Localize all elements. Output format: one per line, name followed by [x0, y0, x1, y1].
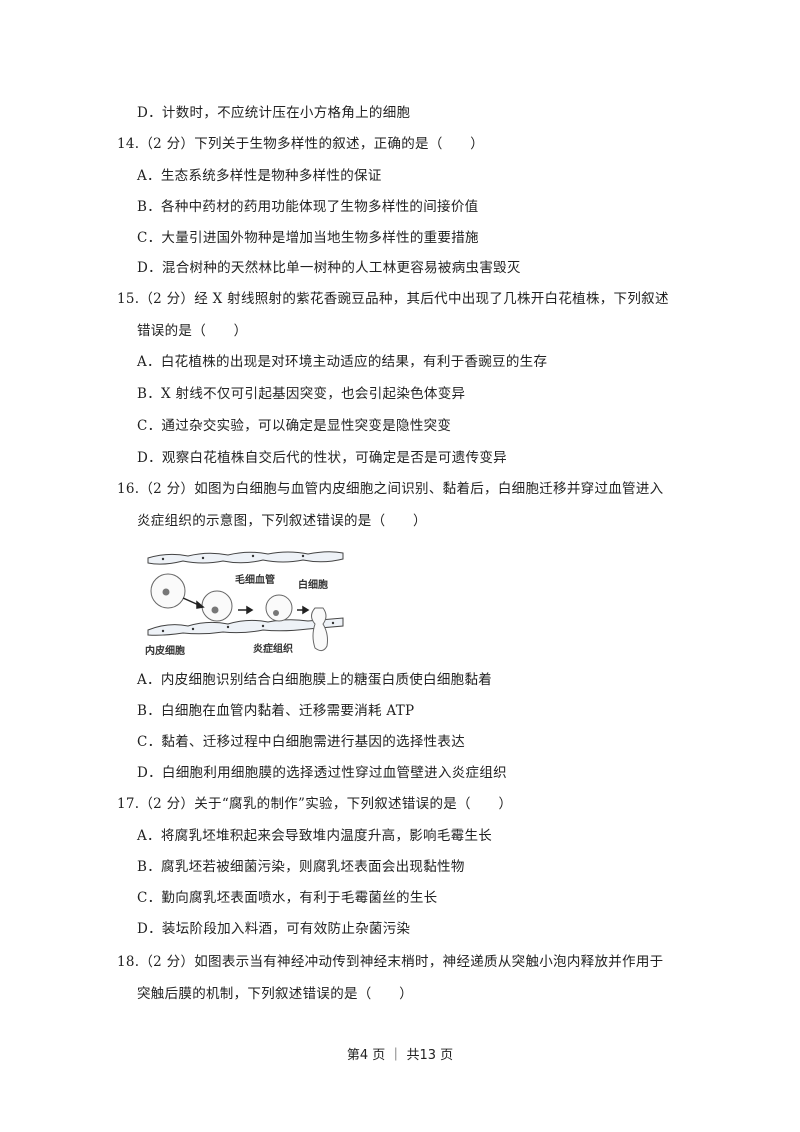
page-footer: 第4 页 ｜ 共13 页: [346, 1048, 454, 1063]
answer-option: D．混合树种的天然林比单一树种的人工林更容易被病虫害毁灭: [137, 260, 521, 276]
label-capillary: 毛细血管: [235, 573, 275, 586]
label-endothelial: 内皮细胞: [145, 644, 185, 657]
answer-option: A．将腐乳坯堆积起来会导致堆内温度升高，影响毛霉生长: [137, 828, 493, 844]
leukocyte-migration-figure: 毛细血管 白细胞 内皮细胞 炎症组织: [145, 551, 344, 657]
leukocyte-cells: [150, 573, 328, 652]
question-stem: 17.（2 分）关于“腐乳的制作”实验，下列叙述错误的是（ ）: [117, 796, 513, 812]
answer-option: B．腐乳坯若被细菌污染，则腐乳坯表面会出现黏性物: [137, 859, 465, 875]
question-stem: 16.（2 分）如图为白细胞与血管内皮细胞之间识别、黏着后，白细胞迁移并穿过血管…: [117, 481, 664, 497]
answer-option: C．黏着、迁移过程中白细胞需进行基因的选择性表达: [137, 734, 466, 750]
answer-option: A．内皮细胞识别结合白细胞膜上的糖蛋白质使白细胞黏着: [137, 672, 493, 688]
arrows: [182, 597, 310, 615]
upper-vessel-wall: [147, 551, 344, 565]
label-leukocyte: 白细胞: [298, 578, 328, 591]
question-stem-continued: 错误的是（ ）: [137, 323, 248, 339]
answer-option: D．观察白花植株自交后代的性状，可确定是否是可遗传变异: [137, 450, 507, 466]
question-stem-continued: 突触后膜的机制，下列叙述错误的是（ ）: [137, 986, 413, 1002]
answer-option: D．装坛阶段加入料酒，可有效防止杂菌污染: [137, 921, 411, 937]
label-inflamed-tissue: 炎症组织: [253, 642, 293, 655]
answer-option: B．各种中药材的药用功能体现了生物多样性的间接价值: [137, 199, 479, 215]
answer-option: B．白细胞在血管内黏着、迁移需要消耗 ATP: [137, 703, 415, 719]
answer-option: A．白花植株的出现是对环境主动适应的结果，有利于香豌豆的生存: [137, 354, 548, 370]
lower-vessel-wall: [147, 617, 344, 636]
answer-option: D．白细胞利用细胞膜的选择透过性穿过血管壁进入炎症组织: [137, 765, 507, 781]
answer-option: B．X 射线不仅可引起基因突变，也会引起染色体变异: [137, 386, 466, 402]
answer-option: A．生态系统多样性是物种多样性的保证: [137, 168, 382, 184]
answer-option: D．计数时，不应统计压在小方格角上的细胞: [137, 105, 411, 121]
answer-option: C．大量引进国外物种是增加当地生物多样性的重要措施: [137, 230, 479, 246]
answer-option: C．通过杂交实验，可以确定是显性突变是隐性突变: [137, 418, 452, 434]
question-stem: 15.（2 分）经 X 射线照射的紫花香豌豆品种，其后代中出现了几株开白花植株，…: [117, 291, 669, 307]
question-stem-continued: 炎症组织的示意图，下列叙述错误的是（ ）: [137, 513, 427, 529]
question-stem: 14.（2 分）下列关于生物多样性的叙述，正确的是（ ）: [117, 136, 485, 152]
answer-option: C．勤向腐乳坯表面喷水，有利于毛霉菌丝的生长: [137, 890, 438, 906]
question-stem: 18.（2 分）如图表示当有神经冲动传到神经末梢时，神经递质从突触小泡内释放并作…: [117, 954, 664, 970]
